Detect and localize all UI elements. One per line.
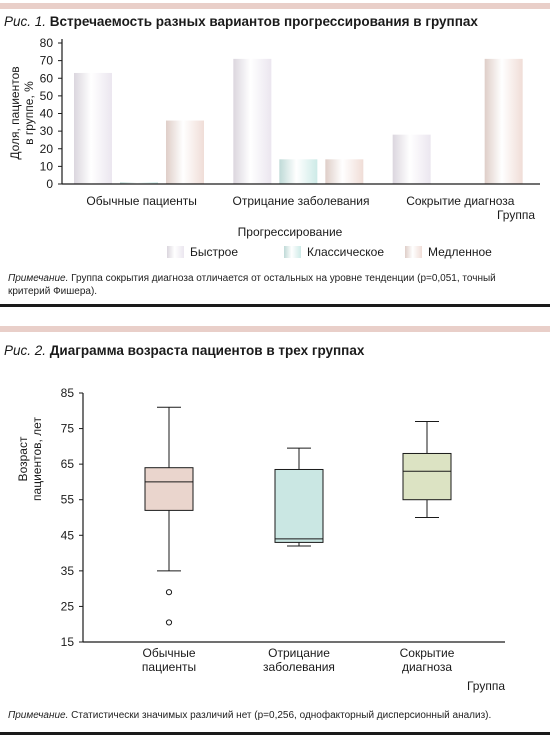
x-axis-label: Группа bbox=[497, 208, 535, 222]
x-category-label-line2: заболевания bbox=[263, 660, 335, 674]
legend-swatch-0 bbox=[167, 246, 184, 258]
y-tick-label: 60 bbox=[40, 71, 54, 85]
y-axis-label: Доля, пациентовв группе, % bbox=[8, 66, 36, 159]
bar-1-1 bbox=[279, 159, 318, 184]
x-category-label-line2: пациенты bbox=[142, 660, 196, 674]
bar-0-2 bbox=[392, 134, 431, 184]
x-category-label: Сокрытие диагноза bbox=[400, 646, 455, 674]
fig2-note-text: Статистически значимых различий нет (p=0… bbox=[68, 710, 492, 721]
y-tick-label: 85 bbox=[61, 386, 75, 400]
y-axis-label: Возрастпациентов, лет bbox=[16, 417, 44, 501]
x-category-label-line1: Отрицание bbox=[268, 646, 330, 660]
box-1 bbox=[274, 468, 324, 543]
fig2-top-rule bbox=[0, 326, 550, 332]
y-tick-label: 35 bbox=[61, 564, 75, 578]
fig2-title: Рис. 2. Диаграмма возраста пациентов в т… bbox=[4, 343, 364, 358]
y-axis-label-line2: в группе, % bbox=[22, 81, 36, 145]
x-category-label: Сокрытие диагноза bbox=[406, 194, 515, 208]
fig1-note-label: Примечание. bbox=[8, 273, 69, 284]
y-tick-label: 45 bbox=[61, 528, 75, 542]
y-axis-label-line1: Возраст bbox=[16, 436, 30, 481]
fig2-note: Примечание. Статистически значимых разли… bbox=[8, 709, 548, 722]
bar-2-2 bbox=[484, 58, 523, 184]
x-category-label-line1: Обычные bbox=[142, 646, 195, 660]
fig2-title-text: Диаграмма возраста пациентов в трех груп… bbox=[49, 343, 365, 358]
y-tick-label: 50 bbox=[40, 89, 54, 103]
fig1-note: Примечание. Группа сокрытия диагноза отл… bbox=[8, 272, 523, 298]
y-tick-label: 80 bbox=[40, 36, 54, 50]
x-category-label-line1: Сокрытие bbox=[400, 646, 455, 660]
box-2 bbox=[402, 452, 452, 501]
bar-chart: 0 10 20 30 40 50 60 70 80 Обычные пациенты Отрицан… bbox=[8, 36, 540, 259]
y-axis-label-line1: Доля, пациентов bbox=[8, 66, 22, 159]
y-tick-label: 15 bbox=[61, 635, 75, 649]
x-category-label: Отрицание заболевания bbox=[233, 194, 370, 208]
box-chart: 15 25 35 45 55 65 75 85 Возрастпациентов, лет Обы… bbox=[16, 386, 505, 693]
fig2-note-label: Примечание. bbox=[8, 710, 69, 721]
fig2-label: Рис. 2. bbox=[4, 343, 47, 358]
x-category-label: Обычные пациенты bbox=[86, 194, 197, 208]
x-category-label: Обычные пациенты bbox=[142, 646, 196, 674]
y-axis-label-line2: пациентов, лет bbox=[30, 417, 44, 501]
bar-2-0 bbox=[166, 120, 204, 184]
y-tick-label: 20 bbox=[40, 142, 54, 156]
x-category-label-line2: диагноза bbox=[402, 660, 452, 674]
legend-label-2: Медленное bbox=[428, 245, 492, 259]
fig1-note-text: Группа сокрытия диагноза отличается от о… bbox=[8, 273, 496, 297]
y-tick-label: 10 bbox=[40, 159, 54, 173]
y-tick-label: 30 bbox=[40, 124, 54, 138]
box-0 bbox=[144, 467, 194, 511]
y-tick-label: 70 bbox=[40, 54, 54, 68]
fig1-title-text: Встречаемость разных вариантов прогресси… bbox=[49, 14, 478, 29]
legend-swatch-2 bbox=[405, 246, 422, 258]
legend-label-0: Быстрое bbox=[190, 245, 238, 259]
fig2-bottom-rule bbox=[0, 732, 550, 735]
y-tick-label: 25 bbox=[61, 599, 75, 613]
bar-0-1 bbox=[233, 58, 272, 184]
legend-swatch-1 bbox=[284, 246, 301, 258]
x-axis-label: Группа bbox=[467, 679, 505, 693]
bar-1-0 bbox=[120, 182, 158, 184]
y-tick-label: 75 bbox=[61, 422, 75, 436]
y-tick-label: 0 bbox=[46, 177, 53, 191]
legend-label-1: Классическое bbox=[307, 245, 384, 259]
outlier-point bbox=[165, 619, 173, 626]
fig1-label: Рис. 1. bbox=[4, 14, 47, 29]
fig1-top-rule bbox=[0, 3, 550, 9]
legend-title: Прогрессирование bbox=[238, 225, 343, 239]
y-tick-label: 65 bbox=[61, 457, 75, 471]
y-tick-label: 40 bbox=[40, 107, 54, 121]
fig1-bottom-rule bbox=[0, 304, 550, 307]
x-category-label: Отрицание заболевания bbox=[263, 646, 335, 674]
outlier-point bbox=[165, 589, 173, 596]
bar-2-1 bbox=[325, 159, 364, 184]
fig1-title: Рис. 1. Встречаемость разных вариантов п… bbox=[4, 14, 478, 29]
y-tick-label: 55 bbox=[61, 493, 75, 507]
bar-0-0 bbox=[74, 72, 112, 184]
